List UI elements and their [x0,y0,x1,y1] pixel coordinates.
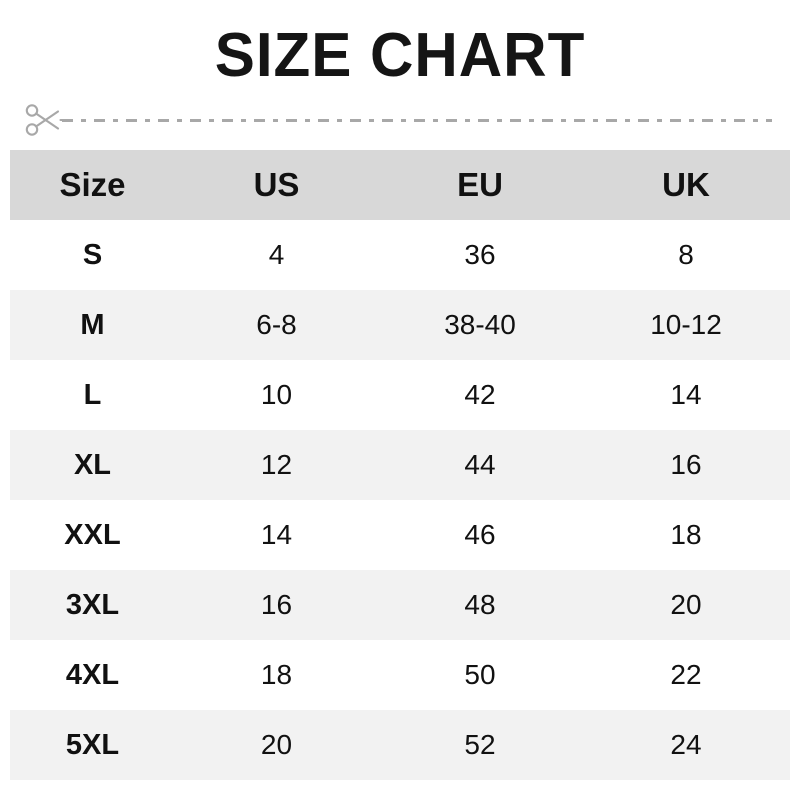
cell-size: XL [73,448,112,481]
cell-size: 3XL [65,588,120,621]
column-header-uk: UK [582,150,790,220]
cell-uk: 22 [670,659,702,690]
cell-size: M [80,308,105,341]
cell-us: 18 [260,659,293,690]
cell-eu: 52 [464,729,496,760]
size-table: Size US EU UK S 4 36 8 M 6-8 38-40 10-12 [10,150,790,780]
table-body: S 4 36 8 M 6-8 38-40 10-12 L 10 42 14 [10,220,790,780]
cell-uk: 16 [670,449,702,480]
cell-eu: 42 [464,379,496,410]
cell-us: 20 [260,729,293,760]
table-row: L 10 42 14 [10,360,790,430]
cell-eu: 44 [464,449,496,480]
table-row: M 6-8 38-40 10-12 [10,290,790,360]
cell-uk: 14 [670,379,702,410]
column-header-us: US [175,150,378,220]
cell-size: 5XL [65,728,120,761]
cut-line [0,98,800,142]
column-header-size: Size [10,150,175,220]
cell-uk: 18 [670,519,702,550]
table-row: 4XL 18 50 22 [10,640,790,710]
cell-uk: 20 [670,589,702,620]
cell-us: 16 [260,589,293,620]
table-row: S 4 36 8 [10,220,790,290]
cell-eu: 38-40 [444,309,516,340]
cell-uk: 10-12 [650,309,722,340]
cell-eu: 46 [464,519,496,550]
cell-us: 6-8 [256,309,297,340]
table-row: XL 12 44 16 [10,430,790,500]
table-row: 3XL 16 48 20 [10,570,790,640]
dashed-cut-line [62,118,772,122]
cell-eu: 48 [464,589,496,620]
cell-size: S [82,238,103,271]
table-header-row: Size US EU UK [10,150,790,220]
title-container: SIZE CHART [0,0,800,88]
table-header: Size US EU UK [10,150,790,220]
size-table-container: Size US EU UK S 4 36 8 M 6-8 38-40 10-12 [10,150,790,780]
cell-size: 4XL [65,658,120,691]
cell-eu: 36 [464,239,496,270]
table-row: 5XL 20 52 24 [10,710,790,780]
cell-size: L [83,378,102,411]
table-row: XXL 14 46 18 [10,500,790,570]
cell-us: 10 [260,379,293,410]
cell-us: 14 [260,519,293,550]
scissors-icon [25,104,64,136]
cell-us: 4 [268,239,285,270]
cell-eu: 50 [464,659,496,690]
cell-size: XXL [64,518,121,551]
cell-us: 12 [260,449,293,480]
page-title: SIZE CHART [214,21,586,90]
cell-uk: 24 [670,729,702,760]
cell-uk: 8 [678,239,694,270]
column-header-eu: EU [378,150,582,220]
